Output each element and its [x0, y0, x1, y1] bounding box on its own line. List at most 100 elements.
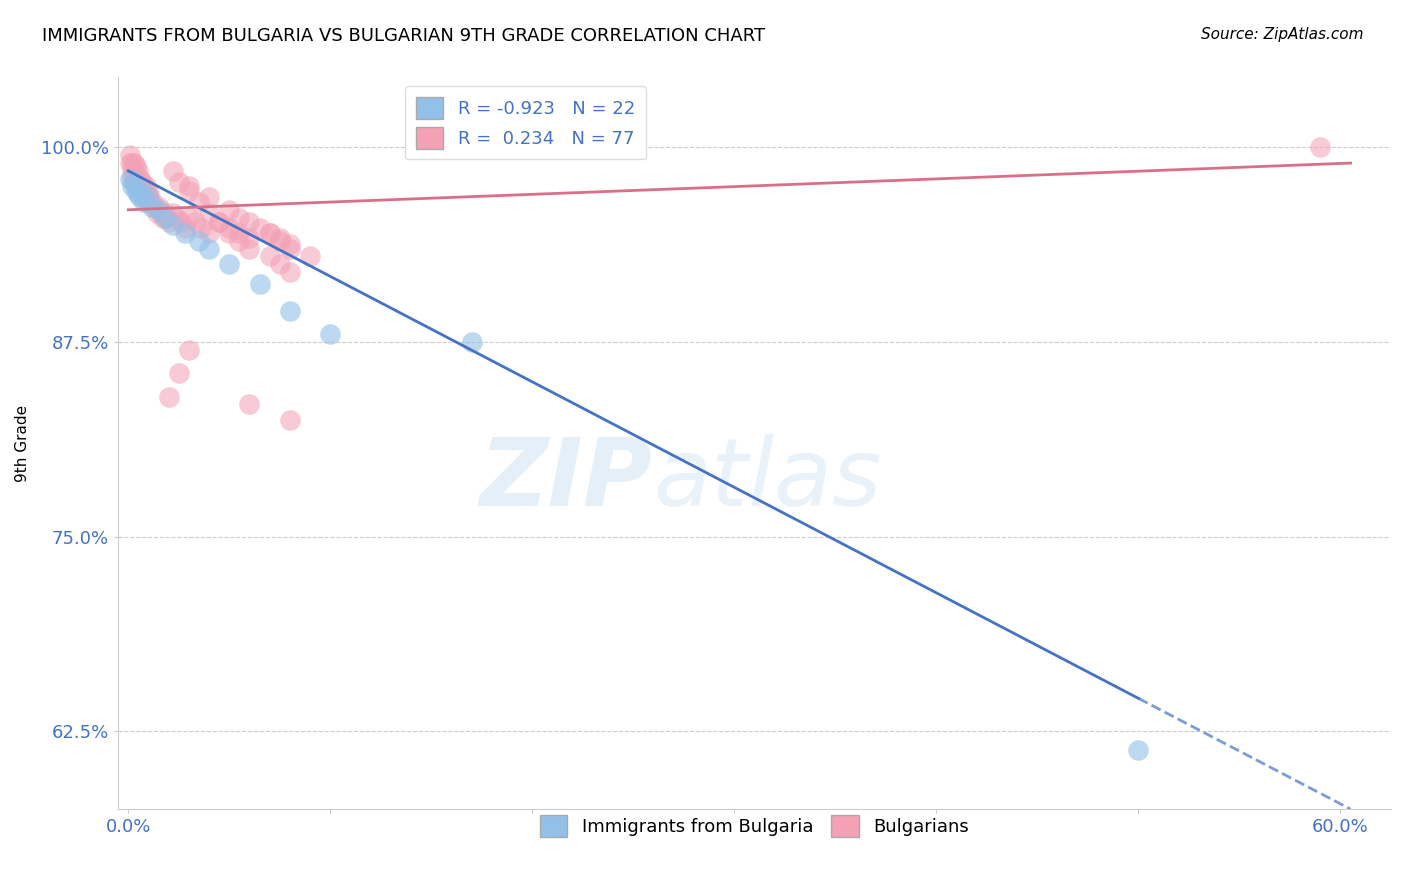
- Point: [198, 190, 221, 204]
- Point: [121, 164, 143, 178]
- Point: [134, 194, 156, 209]
- Point: [218, 226, 240, 240]
- Point: [120, 148, 142, 162]
- Point: [156, 211, 179, 225]
- Text: atlas: atlas: [652, 434, 882, 525]
- Point: [124, 156, 146, 170]
- Point: [249, 277, 271, 292]
- Point: [149, 206, 172, 220]
- Point: [148, 202, 170, 217]
- Point: [177, 211, 200, 225]
- Point: [166, 211, 188, 225]
- Point: [152, 211, 174, 225]
- Point: [198, 226, 221, 240]
- Point: [1128, 743, 1150, 757]
- Point: [188, 194, 211, 209]
- Point: [167, 175, 190, 189]
- Point: [218, 202, 240, 217]
- Point: [177, 343, 200, 357]
- Point: [190, 221, 212, 235]
- Point: [124, 175, 146, 189]
- Point: [127, 184, 149, 198]
- Point: [120, 156, 142, 170]
- Point: [319, 327, 342, 342]
- Y-axis label: 9th Grade: 9th Grade: [15, 405, 30, 482]
- Point: [129, 190, 152, 204]
- Point: [208, 215, 231, 229]
- Text: ZIP: ZIP: [479, 434, 652, 526]
- Point: [129, 179, 152, 194]
- Point: [1309, 140, 1331, 154]
- Point: [238, 231, 260, 245]
- Point: [125, 179, 148, 194]
- Point: [124, 175, 146, 189]
- Point: [139, 190, 162, 204]
- Point: [218, 221, 240, 235]
- Point: [143, 200, 166, 214]
- Point: [125, 159, 148, 173]
- Point: [121, 179, 143, 194]
- Point: [138, 194, 160, 209]
- Point: [135, 179, 157, 194]
- Point: [167, 366, 190, 380]
- Point: [460, 335, 482, 350]
- Point: [208, 215, 231, 229]
- Point: [259, 226, 281, 240]
- Point: [278, 242, 301, 256]
- Point: [127, 164, 149, 178]
- Point: [131, 184, 153, 198]
- Point: [131, 184, 153, 198]
- Point: [121, 171, 143, 186]
- Legend: Immigrants from Bulgaria, Bulgarians: Immigrants from Bulgaria, Bulgarians: [533, 807, 976, 844]
- Point: [153, 206, 176, 220]
- Point: [177, 179, 200, 194]
- Point: [141, 200, 163, 214]
- Point: [238, 397, 260, 411]
- Point: [218, 257, 240, 271]
- Point: [173, 226, 195, 240]
- Point: [278, 265, 301, 279]
- Point: [269, 234, 291, 248]
- Point: [259, 226, 281, 240]
- Point: [228, 226, 250, 240]
- Point: [138, 190, 160, 204]
- Point: [157, 215, 180, 229]
- Point: [278, 304, 301, 318]
- Point: [131, 175, 153, 189]
- Point: [157, 390, 180, 404]
- Point: [278, 237, 301, 252]
- Point: [259, 250, 281, 264]
- Point: [129, 171, 152, 186]
- Point: [134, 190, 156, 204]
- Point: [135, 190, 157, 204]
- Point: [162, 164, 184, 178]
- Point: [127, 175, 149, 189]
- Point: [141, 194, 163, 209]
- Point: [124, 164, 146, 178]
- Point: [145, 206, 167, 220]
- Point: [188, 234, 211, 248]
- Point: [177, 184, 200, 198]
- Point: [228, 234, 250, 248]
- Point: [170, 215, 193, 229]
- Point: [148, 200, 170, 214]
- Text: IMMIGRANTS FROM BULGARIA VS BULGARIAN 9TH GRADE CORRELATION CHART: IMMIGRANTS FROM BULGARIA VS BULGARIAN 9T…: [42, 27, 765, 45]
- Point: [299, 250, 322, 264]
- Point: [249, 221, 271, 235]
- Point: [269, 231, 291, 245]
- Point: [238, 242, 260, 256]
- Point: [138, 184, 160, 198]
- Point: [162, 206, 184, 220]
- Text: Source: ZipAtlas.com: Source: ZipAtlas.com: [1201, 27, 1364, 42]
- Point: [173, 221, 195, 235]
- Point: [153, 211, 176, 225]
- Point: [162, 219, 184, 233]
- Point: [184, 215, 207, 229]
- Point: [127, 187, 149, 202]
- Point: [269, 257, 291, 271]
- Point: [125, 169, 148, 183]
- Point: [278, 413, 301, 427]
- Point: [238, 215, 260, 229]
- Point: [198, 242, 221, 256]
- Point: [134, 179, 156, 194]
